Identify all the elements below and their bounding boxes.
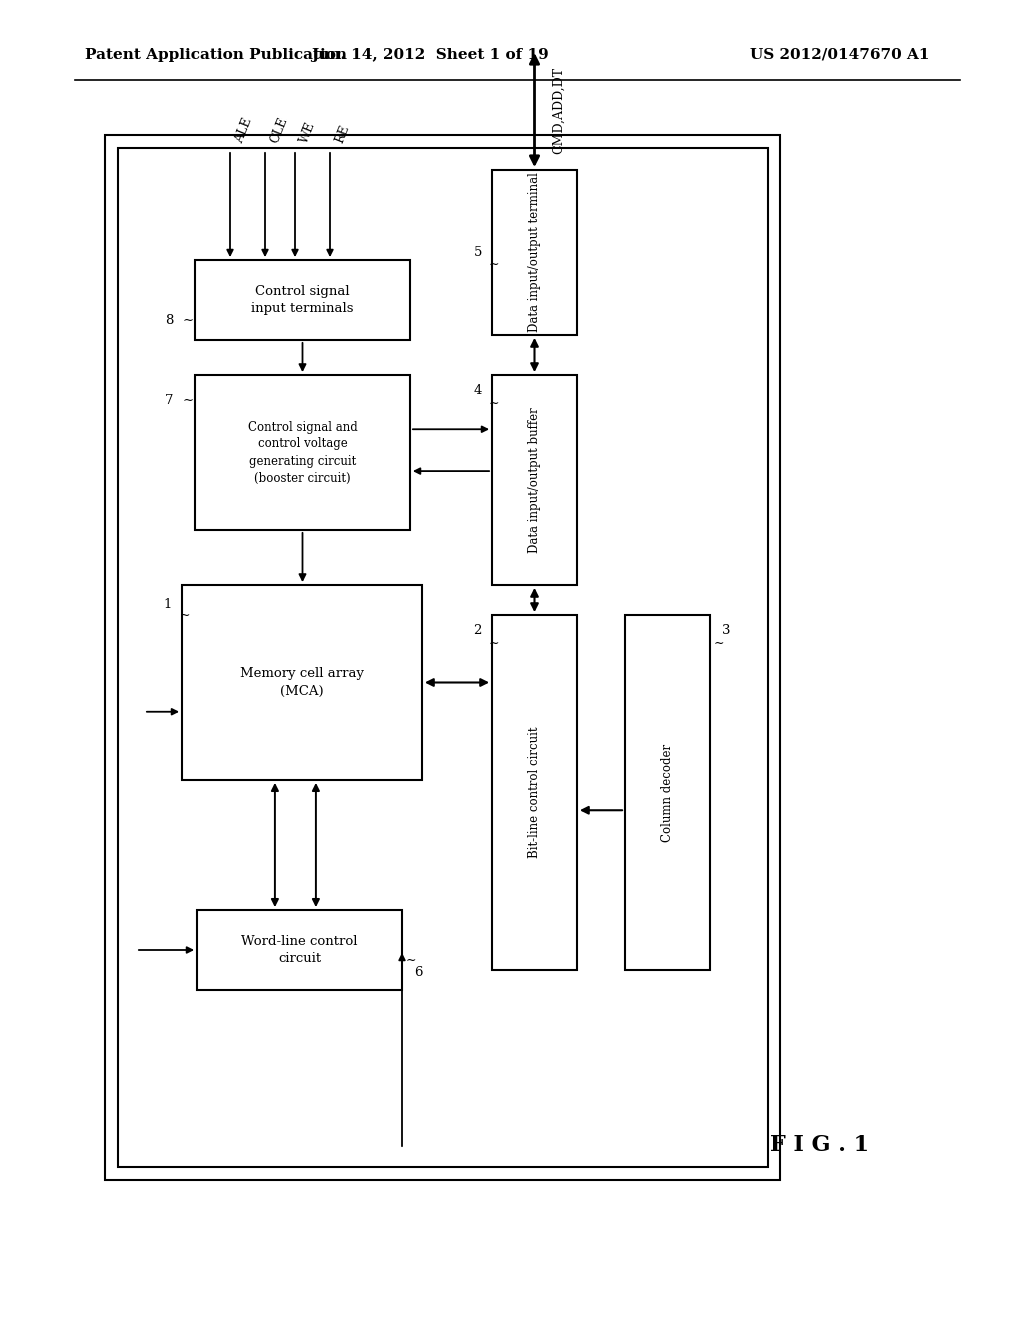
Text: 5: 5 xyxy=(474,246,482,259)
Text: Data input/output terminal: Data input/output terminal xyxy=(528,173,541,333)
Bar xyxy=(625,615,710,970)
Text: Control signal
input terminals: Control signal input terminals xyxy=(251,285,353,315)
Text: US 2012/0147670 A1: US 2012/0147670 A1 xyxy=(750,48,930,62)
Text: ALE: ALE xyxy=(233,116,255,145)
Text: Jun. 14, 2012  Sheet 1 of 19: Jun. 14, 2012 Sheet 1 of 19 xyxy=(311,48,549,62)
Text: ∼: ∼ xyxy=(489,636,500,649)
Text: ∼: ∼ xyxy=(489,396,500,409)
Text: RE: RE xyxy=(333,123,352,145)
Text: ∼: ∼ xyxy=(489,257,500,271)
Bar xyxy=(492,375,577,585)
Text: Control signal and
control voltage
generating circuit
(booster circuit): Control signal and control voltage gener… xyxy=(248,421,357,484)
Text: Patent Application Publication: Patent Application Publication xyxy=(85,48,347,62)
Bar xyxy=(197,909,402,990)
Text: Bit-line control circuit: Bit-line control circuit xyxy=(528,727,541,858)
Text: CLE: CLE xyxy=(268,115,290,145)
Text: ∼: ∼ xyxy=(183,314,195,326)
Text: Column decoder: Column decoder xyxy=(662,743,674,842)
Text: ∼: ∼ xyxy=(406,953,417,966)
Text: 4: 4 xyxy=(474,384,482,396)
Bar xyxy=(195,375,410,531)
Text: 3: 3 xyxy=(722,623,730,636)
Text: ∼: ∼ xyxy=(180,609,190,622)
Text: ∼: ∼ xyxy=(183,393,195,407)
Bar xyxy=(492,615,577,970)
Bar xyxy=(182,585,422,780)
Text: ∼: ∼ xyxy=(714,636,725,649)
Text: Word-line control
circuit: Word-line control circuit xyxy=(242,935,357,965)
Text: 6: 6 xyxy=(414,965,423,978)
Bar xyxy=(492,170,577,335)
Bar xyxy=(118,148,768,1167)
Text: 1: 1 xyxy=(164,598,172,611)
Text: 2: 2 xyxy=(474,623,482,636)
Text: Memory cell array
(MCA): Memory cell array (MCA) xyxy=(240,668,364,697)
Bar xyxy=(105,135,780,1180)
Text: CMD,ADD,DT: CMD,ADD,DT xyxy=(553,66,565,153)
Text: 7: 7 xyxy=(165,393,173,407)
Text: F I G . 1: F I G . 1 xyxy=(770,1134,869,1156)
Text: Data input/output buffer: Data input/output buffer xyxy=(528,407,541,553)
Text: WE: WE xyxy=(298,120,318,145)
Text: 8: 8 xyxy=(165,314,173,326)
Bar xyxy=(195,260,410,341)
